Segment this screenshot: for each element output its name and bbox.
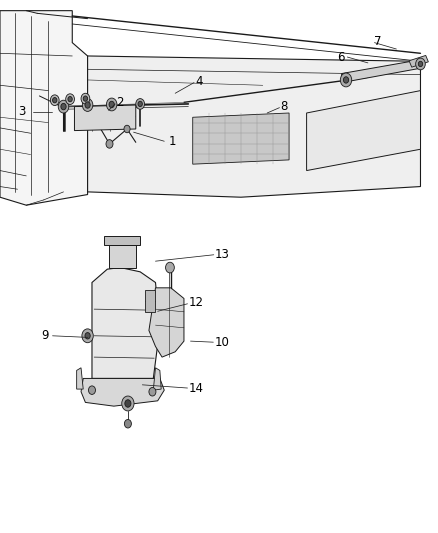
- Polygon shape: [74, 105, 136, 131]
- Polygon shape: [109, 245, 136, 268]
- Text: 1: 1: [169, 135, 176, 148]
- Text: 8: 8: [280, 100, 288, 113]
- Text: 2: 2: [116, 96, 124, 109]
- Circle shape: [106, 98, 117, 111]
- Circle shape: [138, 101, 142, 107]
- Text: 12: 12: [188, 296, 203, 309]
- Circle shape: [50, 95, 59, 106]
- Text: 7: 7: [374, 35, 382, 47]
- Circle shape: [68, 96, 72, 102]
- Polygon shape: [409, 55, 428, 67]
- Polygon shape: [193, 113, 289, 164]
- Text: 10: 10: [215, 336, 230, 349]
- Circle shape: [340, 73, 352, 87]
- Circle shape: [416, 58, 425, 70]
- Text: 6: 6: [337, 51, 345, 63]
- Circle shape: [85, 333, 90, 339]
- Circle shape: [106, 140, 113, 148]
- Polygon shape: [0, 11, 88, 205]
- Polygon shape: [81, 378, 164, 406]
- Circle shape: [109, 101, 114, 108]
- Polygon shape: [153, 368, 161, 390]
- Polygon shape: [342, 60, 424, 83]
- Text: 14: 14: [188, 382, 203, 394]
- Circle shape: [166, 262, 174, 273]
- Circle shape: [53, 98, 57, 103]
- Polygon shape: [149, 288, 184, 357]
- Text: 9: 9: [42, 329, 49, 342]
- Circle shape: [88, 386, 95, 394]
- Circle shape: [343, 77, 349, 83]
- Polygon shape: [145, 290, 155, 312]
- Circle shape: [61, 103, 66, 110]
- Polygon shape: [92, 268, 160, 378]
- Circle shape: [82, 99, 93, 111]
- Circle shape: [149, 387, 156, 396]
- Text: 3: 3: [18, 106, 26, 118]
- Text: 13: 13: [215, 248, 230, 261]
- Circle shape: [122, 396, 134, 411]
- Circle shape: [85, 102, 90, 108]
- Circle shape: [82, 329, 93, 343]
- Circle shape: [124, 419, 131, 428]
- Circle shape: [58, 100, 69, 113]
- Circle shape: [136, 99, 145, 109]
- Text: 4: 4: [195, 75, 202, 87]
- Circle shape: [81, 93, 90, 104]
- Polygon shape: [307, 91, 420, 171]
- Circle shape: [418, 61, 423, 67]
- Polygon shape: [88, 56, 420, 197]
- Polygon shape: [77, 368, 83, 389]
- Polygon shape: [104, 236, 140, 245]
- Circle shape: [83, 96, 88, 101]
- Circle shape: [66, 94, 74, 104]
- Circle shape: [125, 400, 131, 407]
- Circle shape: [124, 125, 130, 133]
